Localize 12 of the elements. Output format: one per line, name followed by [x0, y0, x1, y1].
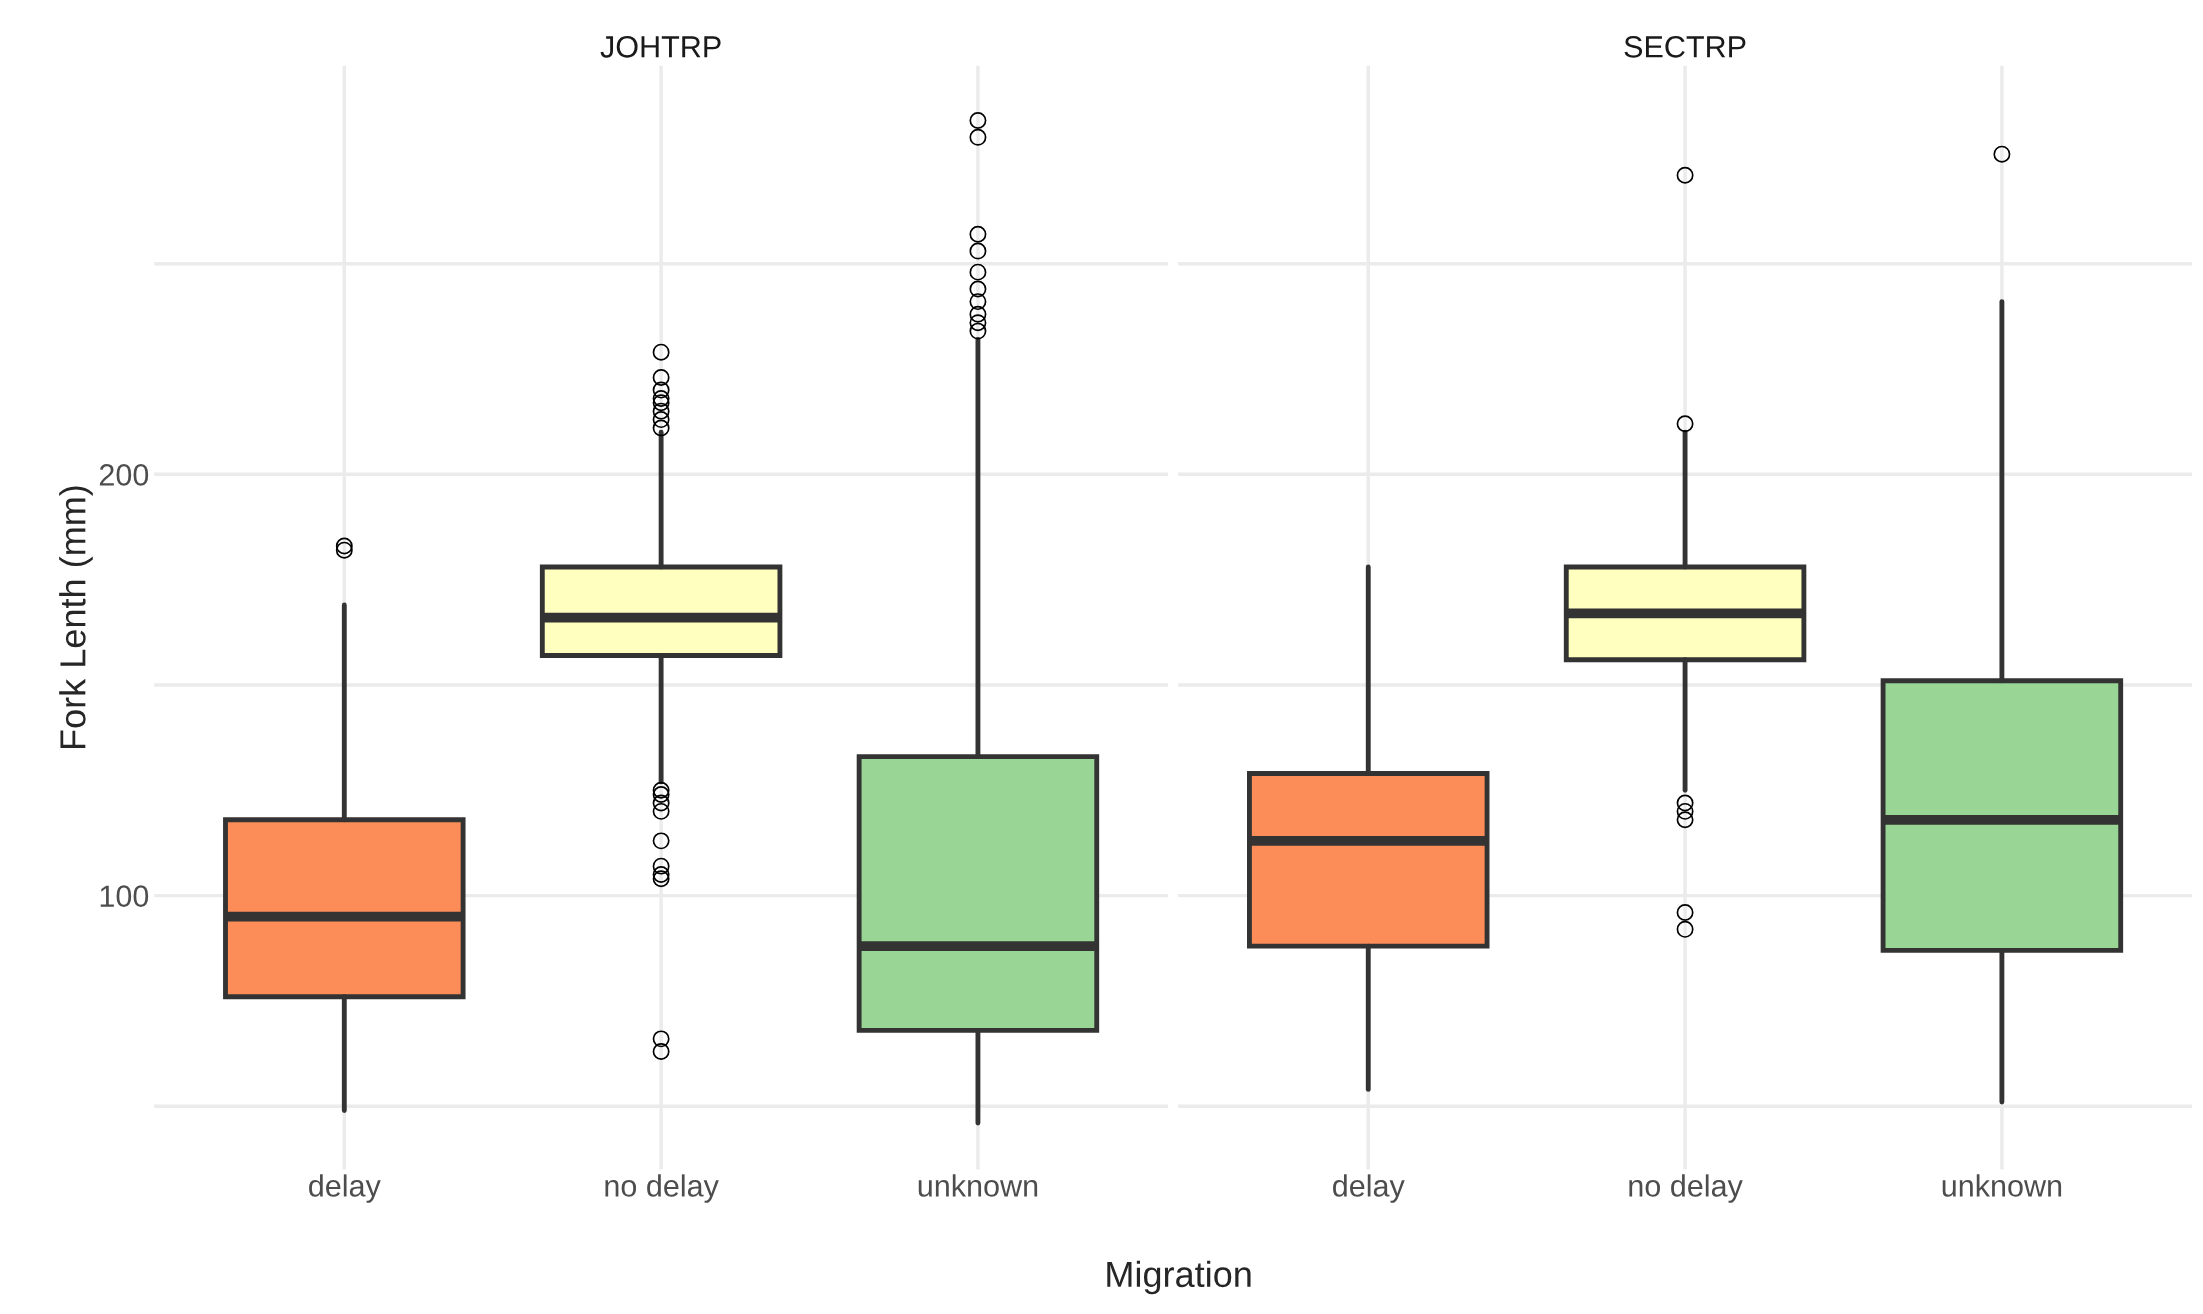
chart-title: SECTRP	[1624, 36, 1746, 58]
y-axis-title: Fork Lenth (mm)	[59, 486, 93, 749]
y-tick-label: 100	[100, 885, 149, 907]
y-tick-label: 200	[99, 464, 149, 486]
x-tick-label: unknown	[1942, 1174, 2062, 1197]
x-axis-title: Migration	[1107, 1260, 1251, 1295]
chart-title: JOHTRP	[600, 36, 721, 58]
x-tick-label: no delay	[1629, 1174, 1743, 1203]
x-tick-label: no delay	[605, 1174, 719, 1203]
x-tick-label: delay	[309, 1174, 381, 1203]
x-tick-label: delay	[1333, 1174, 1405, 1203]
x-tick-label: unknown	[918, 1174, 1038, 1197]
